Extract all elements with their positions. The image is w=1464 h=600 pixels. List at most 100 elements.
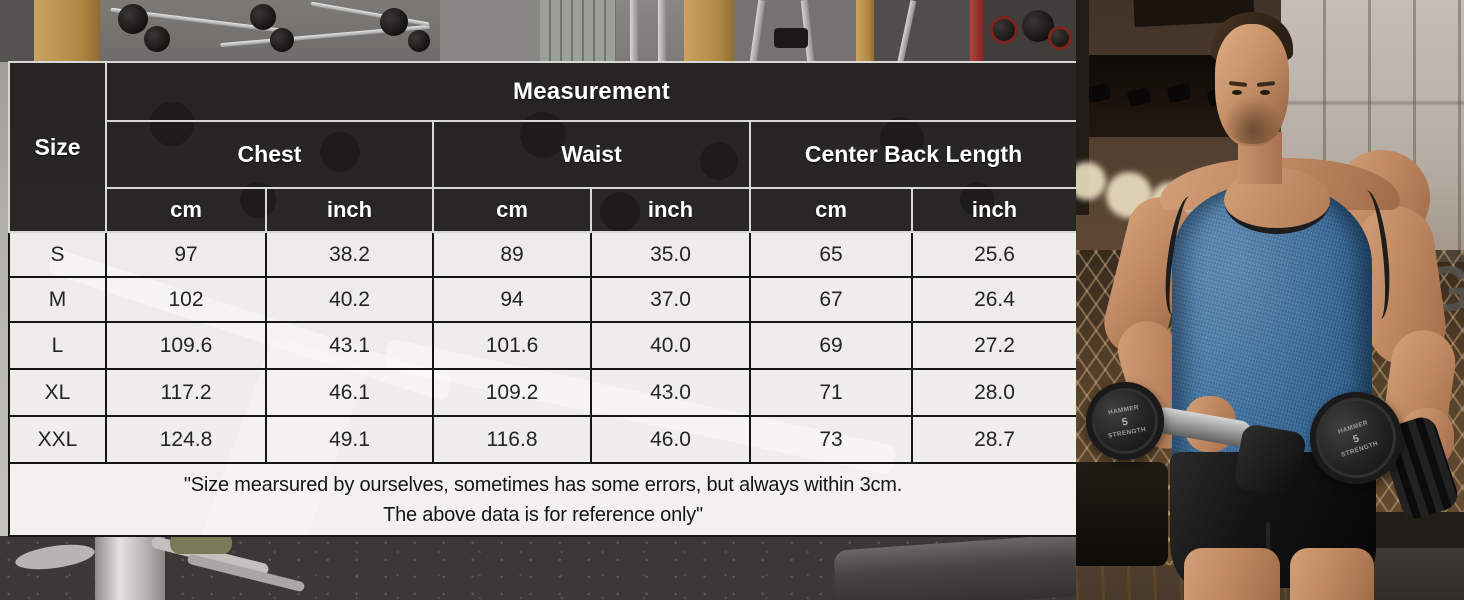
size-row-xxl: XXL 124.8 49.1 116.8 46.0 73 28.7	[8, 415, 1079, 464]
weight-plate-shape	[990, 16, 1018, 44]
size-row-s: S 97 38.2 89 35.0 65 25.6	[8, 231, 1079, 278]
gym-machine-shape	[616, 0, 684, 62]
size-header-cell: Size	[8, 61, 107, 233]
size-cell: M	[8, 276, 107, 323]
group-header-chest: Chest	[105, 120, 434, 189]
value-cell: 49.1	[265, 415, 434, 464]
unit-cell-cm: cm	[432, 187, 592, 233]
footnote-line-2: The above data is for reference only"	[383, 503, 703, 526]
value-cell: 69	[749, 321, 913, 370]
unit-cell-cm: cm	[749, 187, 913, 233]
machine-post-shape	[630, 0, 638, 62]
value-cell: 46.0	[590, 415, 751, 464]
group-header-waist: Waist	[432, 120, 751, 189]
value-cell: 27.2	[910, 321, 1079, 370]
size-row-m: M 102 40.2 94 37.0 67 26.4	[8, 276, 1079, 323]
machine-post-shape	[897, 0, 917, 62]
model-eyebrow	[1228, 81, 1248, 87]
value-cell: 40.0	[590, 321, 751, 370]
value-cell: 26.4	[910, 276, 1079, 323]
weight-plate-shape	[270, 28, 294, 52]
bench-shape	[1076, 462, 1168, 566]
dumbbell-weight-text: 5	[1351, 431, 1361, 445]
weight-plate-shape	[144, 26, 170, 52]
unit-cell-inch: inch	[590, 187, 751, 233]
unit-cell-cm: cm	[105, 187, 267, 233]
group-header-center-back-length: Center Back Length	[748, 120, 1079, 189]
machine-foot-shape	[13, 540, 97, 574]
wood-pillar-shape	[684, 0, 734, 62]
machine-post-shape	[658, 0, 666, 62]
dumbbell-far-head	[1232, 422, 1308, 500]
spotlight-icon	[1166, 82, 1192, 104]
weight-plate-shape	[118, 4, 148, 34]
value-cell: 116.8	[432, 415, 592, 464]
spotlight-icon	[1126, 86, 1152, 108]
measurement-header-cell: Measurement	[104, 61, 1079, 122]
footnote: "Size mearsured by ourselves, sometimes …	[7, 462, 1079, 537]
model-eyebrow	[1256, 81, 1276, 87]
dumbbell-brand-text: HAMMER	[1106, 403, 1139, 416]
frame-beam-shape	[1076, 0, 1089, 215]
model-left-leg	[1184, 548, 1280, 600]
machine-post-shape	[749, 0, 766, 62]
dumbbell-brand-text: STRENGTH	[1107, 425, 1147, 439]
value-cell: 67	[749, 276, 913, 323]
value-cell: 38.2	[265, 231, 434, 278]
dumbbell-weight-text: 5	[1120, 414, 1130, 428]
size-chart-table: Size Measurement Chest Waist Center Back…	[7, 61, 1079, 537]
size-row-xl: XL 117.2 46.1 109.2 43.0 71 28.0	[8, 368, 1079, 417]
value-cell: 37.0	[590, 276, 751, 323]
value-cell: 40.2	[265, 276, 434, 323]
weight-plates-shape	[984, 0, 1076, 62]
size-cell: XL	[8, 368, 107, 417]
value-cell: 28.7	[910, 415, 1079, 464]
value-cell: 43.0	[590, 368, 751, 417]
value-cell: 101.6	[432, 321, 592, 370]
barbell-shape	[310, 1, 430, 27]
model-beard-shading	[1222, 96, 1284, 144]
footnote-row: "Size mearsured by ourselves, sometimes …	[7, 462, 1079, 537]
value-cell: 117.2	[105, 368, 267, 417]
unit-header-row: cm inch cm inch cm inch	[9, 187, 1079, 233]
weight-plate-shape	[380, 8, 408, 36]
bokeh-light	[1076, 162, 1106, 200]
bench-shape	[833, 536, 1076, 600]
value-cell: 65	[749, 231, 913, 278]
gym-photo-bottom-strip	[0, 536, 1076, 600]
value-cell: 89	[432, 231, 592, 278]
model-right-leg	[1290, 548, 1374, 600]
group-header-row: Chest Waist Center Back Length	[9, 120, 1079, 189]
value-cell: 97	[105, 231, 267, 278]
value-cell: 28.0	[910, 368, 1079, 417]
lockers-shape	[540, 0, 616, 62]
value-cell: 94	[432, 276, 592, 323]
footnote-line-1: "Size mearsured by ourselves, sometimes …	[183, 473, 903, 496]
size-cell: S	[8, 231, 107, 278]
gym-machine-shape	[734, 0, 874, 62]
value-cell: 35.0	[590, 231, 751, 278]
wood-pillar-shape	[856, 0, 874, 62]
weight-shape	[170, 536, 232, 554]
weight-plate-shape	[1048, 26, 1072, 50]
size-cell: L	[8, 321, 107, 370]
value-cell: 71	[749, 368, 913, 417]
unit-cell-inch: inch	[910, 187, 1079, 233]
model-photo: G HAMMER 5 STRENGTH	[1076, 0, 1464, 600]
gym-machine-shape	[440, 0, 540, 62]
model-eye	[1232, 90, 1242, 95]
measurement-header-row: Size Measurement	[8, 61, 1079, 233]
value-cell: 25.6	[910, 231, 1079, 278]
size-row-l: L 109.6 43.1 101.6 40.0 69 27.2	[8, 321, 1079, 370]
weight-plate-shape	[408, 30, 430, 52]
value-cell: 102	[105, 276, 267, 323]
model-eye	[1260, 90, 1270, 95]
weight-plate-shape	[250, 4, 276, 30]
barbell-rack-shape	[100, 0, 440, 62]
red-machine-frame-shape	[970, 0, 984, 62]
gym-photo-top-strip	[0, 0, 1076, 62]
wood-pillar-shape	[34, 0, 100, 62]
gym-machine-shape	[0, 0, 34, 62]
gym-machine-shape	[874, 0, 970, 62]
